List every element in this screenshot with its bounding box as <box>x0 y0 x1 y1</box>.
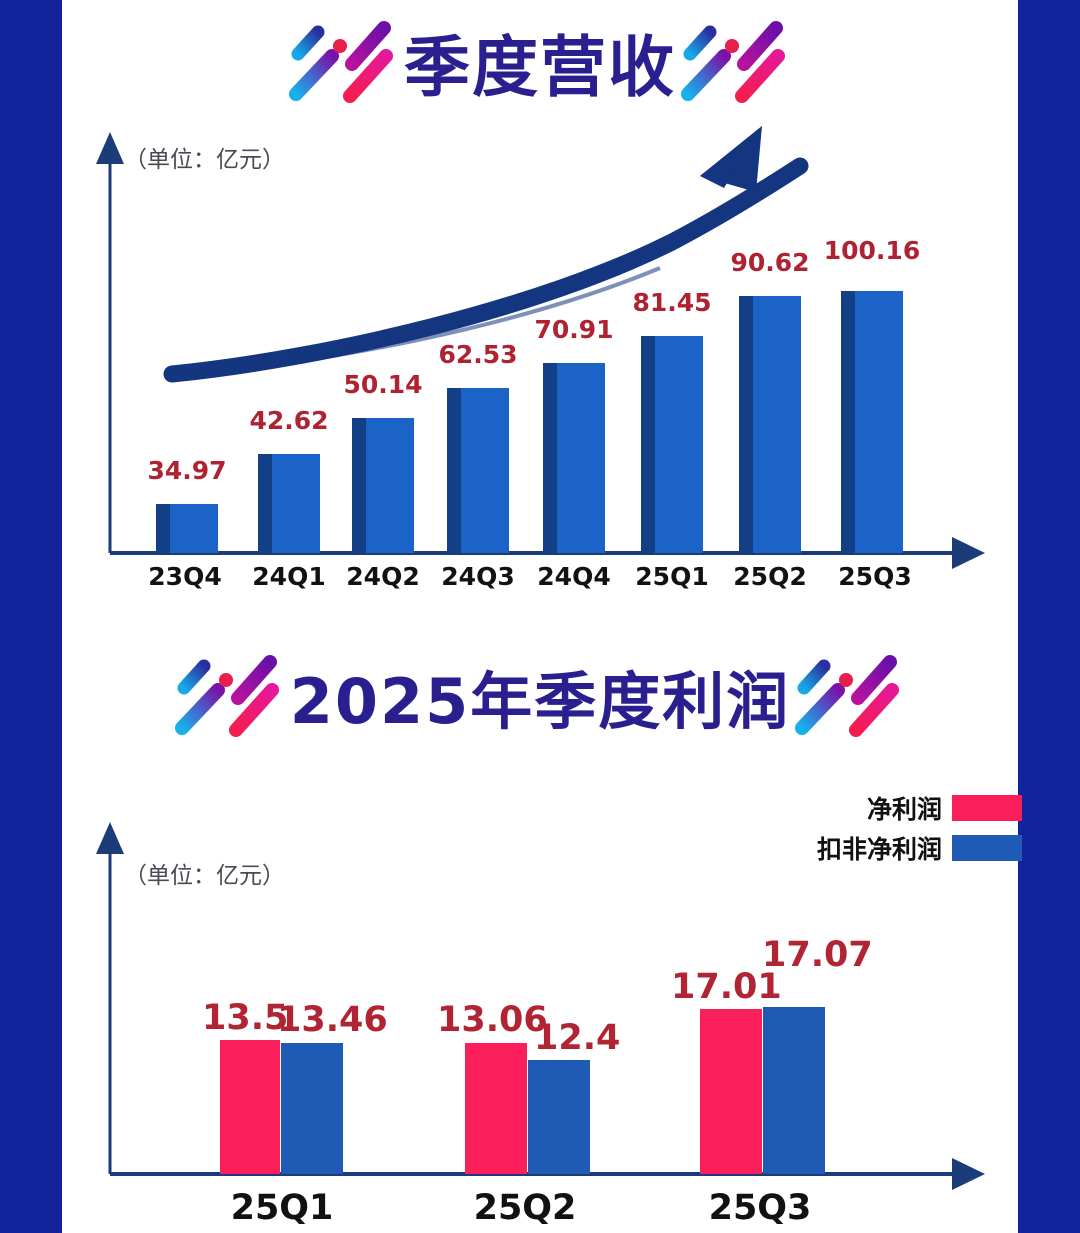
profit-label-25Q2: 25Q2 <box>473 1188 577 1228</box>
profit-value-adjusted-25Q1: 13.46 <box>277 1000 388 1040</box>
revenue-chart: （单位：亿元） 34.97 23Q4 42.62 24Q1 5 <box>0 118 1080 598</box>
decorative-slashes-icon-left-1 <box>284 14 404 110</box>
decorative-slashes-icon-left-2 <box>170 648 290 744</box>
profit-unit-label: （单位：亿元） <box>124 863 285 889</box>
bar-side-face <box>352 418 366 553</box>
bar-label-24Q1: 24Q1 <box>252 562 326 591</box>
section1-title: 季度营收 <box>404 29 676 106</box>
profit-value-net-25Q2: 13.06 <box>437 1000 548 1040</box>
profit-bar-adjusted-25Q1 <box>281 1043 343 1174</box>
bar-label-24Q4: 24Q4 <box>537 562 611 591</box>
bar-value-24Q2: 50.14 <box>343 370 423 399</box>
bar-value-25Q1: 81.45 <box>632 288 712 317</box>
bar-front-face <box>753 296 801 553</box>
section2-title: 2025年季度利润 <box>289 665 791 738</box>
decorative-slashes-icon-right-2 <box>790 648 910 744</box>
bar-24Q2 <box>352 405 414 553</box>
bar-25Q2 <box>739 283 801 553</box>
profit-label-25Q1: 25Q1 <box>230 1188 334 1228</box>
bar-front-face <box>272 454 320 553</box>
bar-label-25Q3: 25Q3 <box>838 562 912 591</box>
bar-front-face <box>170 504 218 553</box>
revenue-chart-axes <box>96 126 985 569</box>
bar-front-face <box>557 363 605 553</box>
section2-title-row: 2025年季度利润 <box>0 648 1080 744</box>
bar-label-23Q4: 23Q4 <box>148 562 222 591</box>
bar-side-face <box>156 504 170 553</box>
profit-bar-adjusted-25Q3 <box>763 1007 825 1174</box>
legend-swatch-net-profit <box>952 795 1022 821</box>
profit-value-net-25Q1: 13.5 <box>202 998 289 1038</box>
profit-value-net-25Q3: 17.01 <box>671 967 782 1007</box>
growth-arrow <box>163 126 809 383</box>
profit-bar-adjusted-25Q2 <box>528 1060 590 1174</box>
bar-side-face <box>447 388 461 553</box>
bar-value-24Q1: 42.62 <box>249 406 329 435</box>
bar-label-24Q3: 24Q3 <box>441 562 515 591</box>
bar-23Q4 <box>156 491 218 553</box>
bar-side-face <box>258 454 272 553</box>
profit-chart: 净利润 扣非净利润 （单位：亿元） 13.5 13.46 25Q1 13.06 … <box>0 795 1080 1233</box>
profit-label-25Q3: 25Q3 <box>708 1188 812 1228</box>
bar-side-face <box>641 336 655 553</box>
bar-value-24Q3: 62.53 <box>438 340 518 369</box>
profit-legend: 净利润 扣非净利润 <box>817 790 1022 870</box>
bar-front-face <box>461 388 509 553</box>
bar-value-25Q2: 90.62 <box>730 248 810 277</box>
profit-chart-axes <box>96 822 985 1190</box>
decorative-slashes-icon-right-1 <box>676 14 796 110</box>
bar-front-face <box>366 418 414 553</box>
profit-bar-net-25Q3 <box>700 1009 762 1174</box>
legend-item-net-profit: 净利润 <box>817 790 1022 826</box>
bar-front-face <box>855 291 903 553</box>
bar-value-23Q4: 34.97 <box>147 456 227 485</box>
bar-value-25Q3: 100.16 <box>823 236 921 265</box>
revenue-unit-label: （单位：亿元） <box>124 147 285 173</box>
bar-24Q3 <box>447 375 509 553</box>
bar-24Q1 <box>258 441 320 553</box>
legend-label-net-profit: 净利润 <box>866 795 942 824</box>
bar-front-face <box>655 336 703 553</box>
legend-swatch-adjusted-net-profit <box>952 835 1022 861</box>
bar-label-25Q1: 25Q1 <box>635 562 709 591</box>
profit-bar-net-25Q1 <box>220 1040 280 1174</box>
legend-item-adjusted-net-profit: 扣非净利润 <box>817 830 1022 866</box>
bar-24Q4 <box>543 350 605 553</box>
bar-label-24Q2: 24Q2 <box>346 562 420 591</box>
profit-value-adjusted-25Q3: 17.07 <box>762 935 873 975</box>
profit-bar-net-25Q2 <box>465 1043 527 1174</box>
bar-25Q1 <box>641 323 703 553</box>
bar-side-face <box>543 363 557 553</box>
bar-side-face <box>841 291 855 553</box>
section1-title-row: 季度营收 <box>0 14 1080 110</box>
bar-25Q3 <box>841 278 903 553</box>
profit-value-adjusted-25Q2: 12.4 <box>534 1018 621 1058</box>
bar-value-24Q4: 70.91 <box>534 315 614 344</box>
bar-label-25Q2: 25Q2 <box>733 562 807 591</box>
bar-side-face <box>739 296 753 553</box>
legend-label-adjusted-net-profit: 扣非净利润 <box>816 835 942 864</box>
